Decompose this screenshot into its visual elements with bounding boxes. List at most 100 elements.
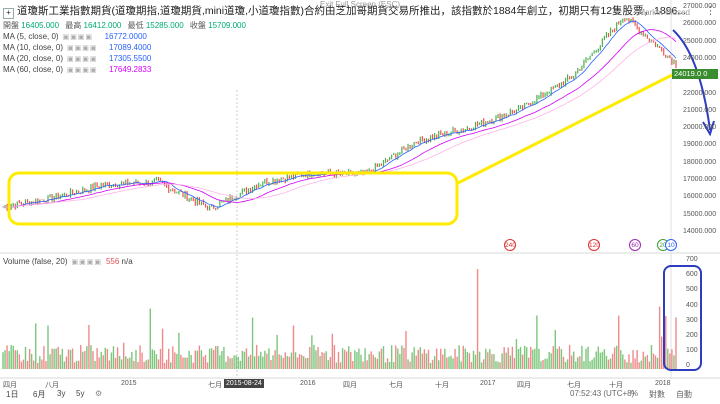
volume-bar: [309, 346, 311, 369]
volume-bar: [376, 358, 379, 369]
menu-icon[interactable]: ⋮: [705, 5, 716, 17]
volume-bar: [577, 357, 579, 369]
auto-toggle[interactable]: 自動: [676, 390, 692, 399]
volume-bar: [452, 358, 454, 369]
expand-icon[interactable]: +: [3, 8, 14, 19]
volume-bar: [71, 348, 74, 369]
volume-bar: [170, 362, 172, 369]
exit-fullscreen-hint[interactable]: Exit Full Screen (ESC): [319, 0, 401, 9]
marker-120[interactable]: 120: [588, 239, 600, 251]
indicator-tools-icon[interactable]: ▣▣▣▣: [67, 45, 98, 52]
volume-bar: [125, 356, 127, 369]
volume-bar: [595, 351, 597, 369]
volume-bar: [476, 269, 479, 369]
volume-bar: [227, 356, 229, 369]
volume-bar: [364, 348, 366, 369]
volume-bar: [587, 346, 589, 369]
volume-bar: [32, 360, 35, 369]
volume-bar: [45, 361, 47, 369]
timeframe-3y[interactable]: 3y: [57, 389, 66, 398]
volume-bar: [605, 355, 608, 369]
volume-bar: [368, 354, 370, 369]
marker-60[interactable]: 60: [629, 239, 641, 251]
volume-bar: [133, 360, 135, 369]
volume-value: 556: [105, 257, 120, 266]
ma-line-slow: [2, 37, 677, 208]
volume-bar: [253, 356, 256, 369]
volume-bar: [388, 361, 391, 369]
volume-bar: [570, 355, 573, 369]
volume-bar: [669, 353, 671, 369]
volume-bar: [472, 350, 475, 369]
timeframe-5y[interactable]: 5y: [76, 389, 85, 398]
volume-bar: [194, 350, 196, 369]
volume-legend[interactable]: Volume (false, 20) ▣▣▣▣ 556 n/a: [3, 257, 133, 266]
volume-bar: [507, 347, 509, 369]
timeframe-1d[interactable]: 1日: [6, 390, 19, 399]
volume-bar: [607, 359, 610, 369]
volume-bar: [495, 361, 497, 369]
indicator-ma20[interactable]: MA (20, close, 0) ▣▣▣▣ 17305.5500: [3, 53, 151, 64]
volume-bar: [67, 349, 70, 369]
volume-bar: [4, 350, 6, 369]
volume-bar: [413, 347, 415, 369]
indicator-tools-icon[interactable]: ▣▣▣▣: [67, 56, 98, 63]
volume-bar: [560, 349, 563, 369]
volume-bar: [108, 360, 111, 369]
percent-toggle[interactable]: %: [631, 389, 639, 398]
low-value: 15285.000: [145, 21, 184, 30]
volume-bar: [149, 308, 151, 369]
current-price-tag: 24019.0 0: [672, 69, 718, 79]
volume-bar: [442, 354, 444, 369]
volume-tools-icon[interactable]: ▣▣▣▣: [71, 259, 102, 266]
volume-bar: [231, 358, 233, 369]
volume-bar: [165, 359, 168, 369]
volume-bar: [172, 346, 174, 369]
volume-bar: [184, 357, 186, 369]
volume-bar: [114, 357, 117, 369]
log-toggle[interactable]: 對數: [649, 390, 665, 399]
volume-bar: [671, 349, 673, 369]
volume-bar: [2, 352, 4, 369]
indicator-ma5[interactable]: MA (5, close, 0) ▣▣▣▣ 16772.0000: [3, 31, 147, 42]
volume-bar: [223, 346, 225, 369]
volume-bar: [208, 348, 211, 369]
price-tick: 17000.000: [683, 176, 717, 183]
volume-bar: [255, 344, 258, 369]
timeframe-6m[interactable]: 6月: [33, 390, 46, 399]
volume-bar: [675, 317, 677, 369]
volume-bar: [65, 356, 68, 369]
volume-bar: [110, 352, 113, 369]
volume-bar: [212, 349, 215, 369]
indicator-tools-icon[interactable]: ▣▣▣▣: [62, 34, 94, 41]
volume-bar: [568, 344, 571, 369]
volume-bar: [624, 359, 626, 369]
volume-bar: [274, 350, 276, 369]
volume-bar: [630, 362, 632, 369]
volume-bar: [366, 360, 368, 369]
indicator-label: MA (60, close, 0): [3, 65, 64, 74]
volume-bar: [268, 348, 270, 369]
volume-bar: [626, 362, 628, 369]
goto-date-icon[interactable]: ⚙: [95, 389, 103, 398]
price-tick: 15000.000: [683, 210, 717, 218]
indicator-ma10[interactable]: MA (10, close, 0) ▣▣▣▣ 17089.4000: [3, 42, 151, 53]
volume-bar: [61, 348, 64, 369]
volume-bar: [640, 360, 642, 369]
volume-bar: [73, 362, 76, 369]
clock-icon: ◔: [631, 8, 637, 17]
volume-bar: [352, 360, 354, 369]
close-value: 15709.000: [208, 21, 246, 30]
indicator-tools-icon[interactable]: ▣▣▣▣: [67, 67, 98, 74]
time-tick: 2018: [655, 380, 671, 387]
marker-10[interactable]: 10: [665, 239, 677, 251]
volume-bar: [423, 349, 426, 369]
volume-bar: [440, 348, 442, 369]
volume-bar: [112, 346, 115, 369]
marker-240[interactable]: 240: [504, 239, 516, 251]
volume-bar: [284, 352, 286, 369]
volume-bar: [127, 358, 129, 369]
price-tick: 20000.000: [683, 124, 717, 132]
indicator-ma60[interactable]: MA (60, close, 0) ▣▣▣▣ 17649.2833: [3, 64, 151, 75]
